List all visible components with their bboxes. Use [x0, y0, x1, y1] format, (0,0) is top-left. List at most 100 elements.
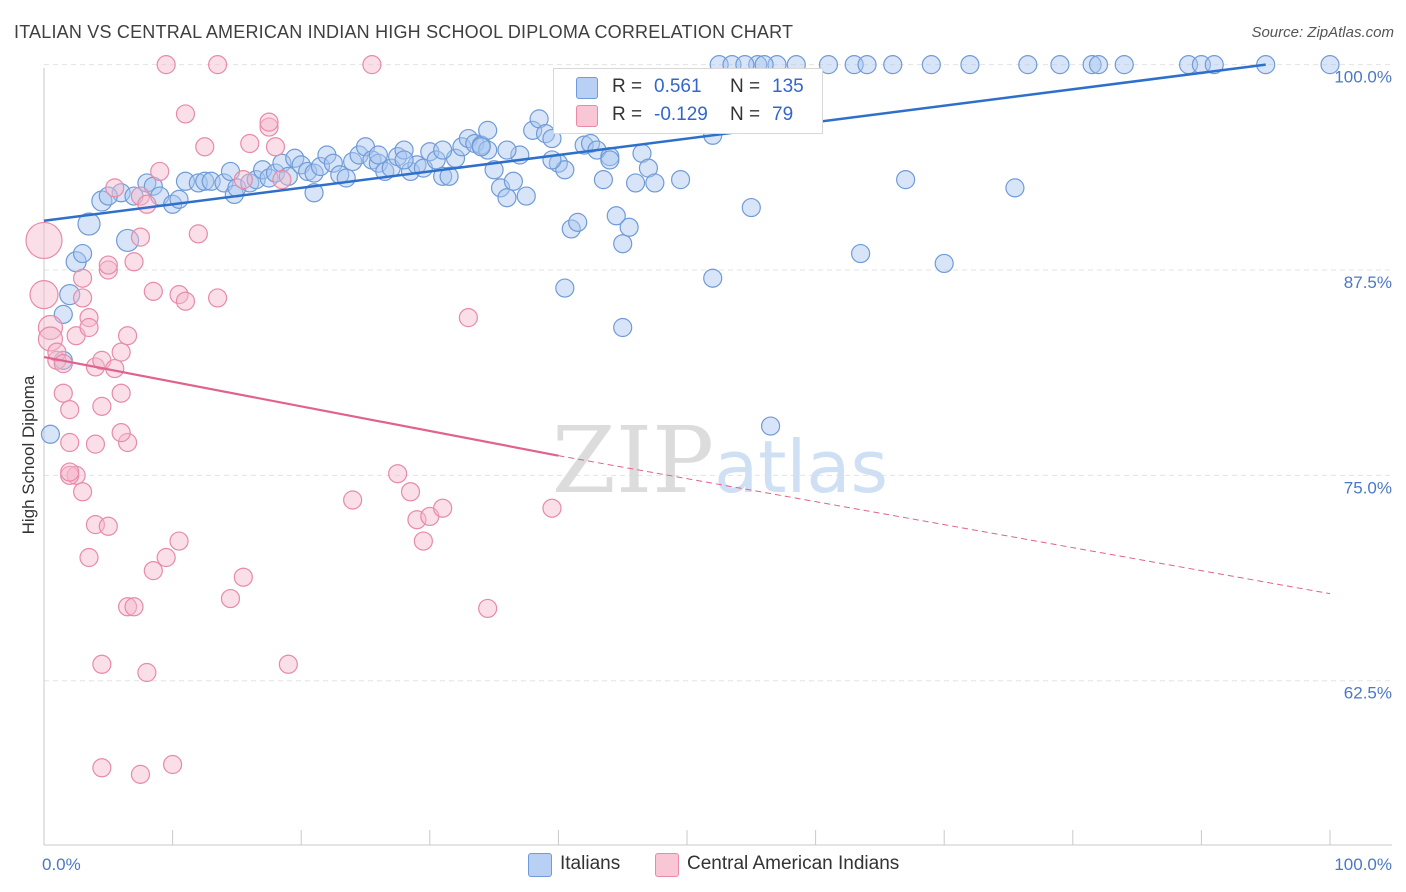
legend-swatch-pink — [576, 105, 598, 127]
central-american-indians-point — [150, 161, 170, 182]
central-american-indians-point — [117, 432, 138, 453]
central-american-indians-point — [175, 291, 196, 311]
tick-labels: 62.5% 75.0% 87.5% 100.0% 0.0% 100.0% — [42, 68, 1392, 874]
central-american-indians-point — [208, 55, 228, 75]
central-american-indians-point — [29, 280, 59, 310]
italians-point — [323, 153, 343, 173]
italians-point — [59, 284, 81, 306]
y-tick-label: 75.0% — [1344, 478, 1392, 497]
central-american-indians-point — [117, 326, 138, 346]
bottom-legend-label: Central American Indians — [687, 853, 900, 874]
central-american-indians-point — [240, 133, 260, 154]
italians-point — [471, 137, 491, 157]
italians-point — [72, 243, 93, 264]
italians-point — [619, 217, 639, 237]
italians-point — [934, 253, 954, 274]
italians-point — [593, 170, 614, 190]
y-tick-label: 62.5% — [1344, 684, 1392, 703]
central-american-indians-point — [458, 308, 478, 328]
italians-point — [574, 135, 594, 155]
legend-r-label: R = — [612, 76, 643, 97]
central-american-indians-point — [156, 547, 176, 568]
central-american-indians-point — [362, 55, 382, 75]
bottom-legend-swatch-blue — [528, 853, 552, 877]
italians-point — [484, 160, 504, 180]
central-american-indians-point — [188, 224, 208, 244]
central-american-indians-point — [79, 547, 99, 568]
central-american-indians-point — [259, 112, 279, 132]
central-american-indians-point — [111, 383, 131, 403]
italians-point — [195, 171, 215, 191]
legend-r-label: R = — [612, 104, 643, 125]
central-american-indians-point — [72, 268, 93, 288]
italians-point — [741, 197, 761, 218]
watermark: ZIPatlas — [552, 407, 888, 514]
central-american-indians-point — [85, 434, 106, 454]
x-tick-label: 100.0% — [1334, 855, 1392, 874]
italians-point — [336, 168, 356, 188]
y-axis-label: High School Diploma — [19, 375, 38, 534]
central-american-indians-point — [60, 400, 80, 420]
central-american-indians-point — [92, 758, 112, 778]
central-american-indians-point — [265, 137, 286, 157]
central-american-indians-point — [175, 104, 196, 124]
italians-point — [503, 171, 523, 191]
source-credit: Source: ZipAtlas.com — [1251, 24, 1394, 41]
gridlines — [44, 64, 1392, 682]
italians-point — [670, 170, 691, 190]
central-american-indians-point — [79, 308, 99, 328]
central-american-indians-trend-line — [43, 355, 559, 457]
central-american-indians-point — [478, 598, 498, 619]
central-american-indians-point — [233, 567, 253, 587]
italians-point — [433, 166, 453, 186]
legend-n-value: 135 — [772, 76, 804, 97]
italians-point — [568, 212, 588, 232]
italians-point — [625, 173, 646, 193]
central-american-indians-point — [433, 498, 453, 518]
italians-point — [304, 183, 324, 203]
central-american-indians-trend-extension — [558, 455, 1331, 595]
central-american-indians-point — [195, 137, 215, 157]
bottom-legend-swatch-pink — [655, 853, 679, 877]
central-american-indians-point — [143, 281, 163, 301]
central-american-indians-point — [117, 597, 138, 617]
central-american-indians-point — [233, 170, 253, 190]
central-american-indians-point — [413, 531, 433, 551]
y-tick-label: 100.0% — [1334, 68, 1392, 87]
central-american-indians-point — [111, 342, 131, 362]
italians-point — [555, 160, 575, 180]
central-american-indians-point — [156, 55, 176, 75]
italians-point — [40, 424, 61, 444]
italians-point — [497, 188, 517, 208]
trend-lines — [43, 63, 1331, 595]
legend-n-label: N = — [730, 76, 761, 97]
y-tick-label: 87.5% — [1344, 273, 1392, 292]
central-american-indians-point — [143, 561, 163, 581]
central-american-indians-point — [72, 288, 93, 308]
central-american-indians-point — [400, 482, 421, 502]
italians-point — [613, 234, 633, 254]
central-american-indians-point — [79, 317, 99, 338]
italians-point — [542, 150, 562, 170]
italians-point — [1005, 178, 1025, 198]
italians-point — [433, 140, 453, 160]
italians-point — [818, 55, 839, 75]
axes — [43, 68, 1392, 846]
central-american-indians-point — [137, 662, 157, 683]
italians-point — [703, 268, 723, 288]
correlation-legend: R = 0.561 N = 135 R = -0.129 N = 79 — [553, 68, 823, 134]
central-american-indians-point — [53, 383, 73, 403]
central-american-indians-point — [53, 354, 73, 374]
italians-point — [91, 190, 113, 212]
central-american-indians-point — [105, 178, 125, 198]
central-american-indians-point — [130, 764, 151, 784]
central-american-indians-point — [124, 597, 144, 617]
central-american-indians-points — [25, 55, 562, 784]
central-american-indians-point — [137, 194, 157, 214]
central-american-indians-point — [208, 288, 228, 308]
central-american-indians-point — [98, 516, 118, 536]
italians-point — [394, 150, 414, 170]
italians-point — [606, 206, 626, 226]
central-american-indians-point — [259, 117, 279, 137]
